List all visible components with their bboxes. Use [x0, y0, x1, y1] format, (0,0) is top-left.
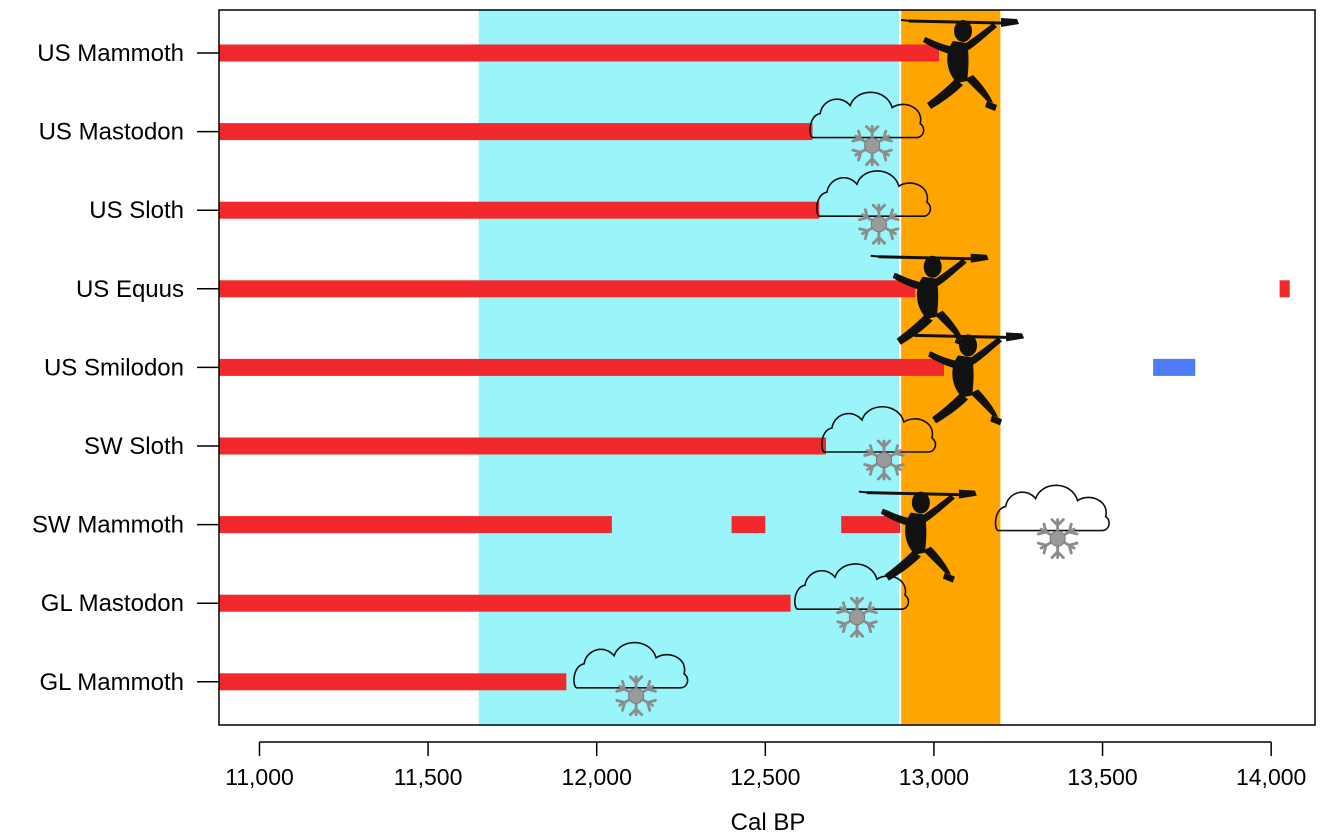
y-tick-label: US Equus: [76, 276, 184, 303]
x-tick-label: 12,500: [730, 764, 800, 790]
x-tick-label: 11,500: [394, 764, 463, 790]
y-tick-label: US Mastodon: [39, 119, 184, 146]
bar-segment: [219, 437, 827, 455]
y-axis: US Mammoth US Mastodon US Sloth US Equus US …: [32, 40, 219, 696]
bar-segment: [1279, 280, 1290, 298]
bar-segment: [731, 516, 766, 534]
x-tick-label: 14,000: [1236, 764, 1306, 790]
x-tick-label: 12,000: [562, 764, 632, 790]
bar-segment: [219, 673, 567, 691]
bar-segments: [219, 44, 1290, 691]
y-tick-label: GL Mastodon: [41, 590, 184, 617]
y-tick-label: US Mammoth: [37, 40, 184, 67]
y-tick-label: GL Mammoth: [40, 669, 184, 696]
bar-segment: [219, 358, 945, 376]
bar-segment: [219, 123, 813, 141]
y-tick-label: SW Sloth: [84, 433, 184, 460]
bar-segment: [219, 280, 916, 298]
bar-segment: [219, 516, 612, 534]
x-axis-title: Cal BP: [731, 809, 806, 834]
y-tick-label: US Smilodon: [44, 354, 184, 381]
x-tick-label: 13,500: [1067, 764, 1137, 790]
bar-segment: [219, 44, 939, 62]
y-tick-label: SW Mammoth: [32, 512, 184, 539]
x-axis: 11,000 11,500 12,000 12,500 13,000 13,500 14,0…: [225, 741, 1306, 790]
bar-segment: [219, 594, 791, 612]
x-tick-label: 11,000: [225, 764, 294, 790]
cold-cloud-icon: [994, 484, 1110, 557]
y-tick-label: US Sloth: [89, 197, 184, 224]
x-tick-label: 13,000: [899, 764, 969, 790]
bar-segment: [1153, 358, 1196, 376]
bar-segment: [219, 201, 820, 219]
bar-segment: [841, 516, 901, 534]
